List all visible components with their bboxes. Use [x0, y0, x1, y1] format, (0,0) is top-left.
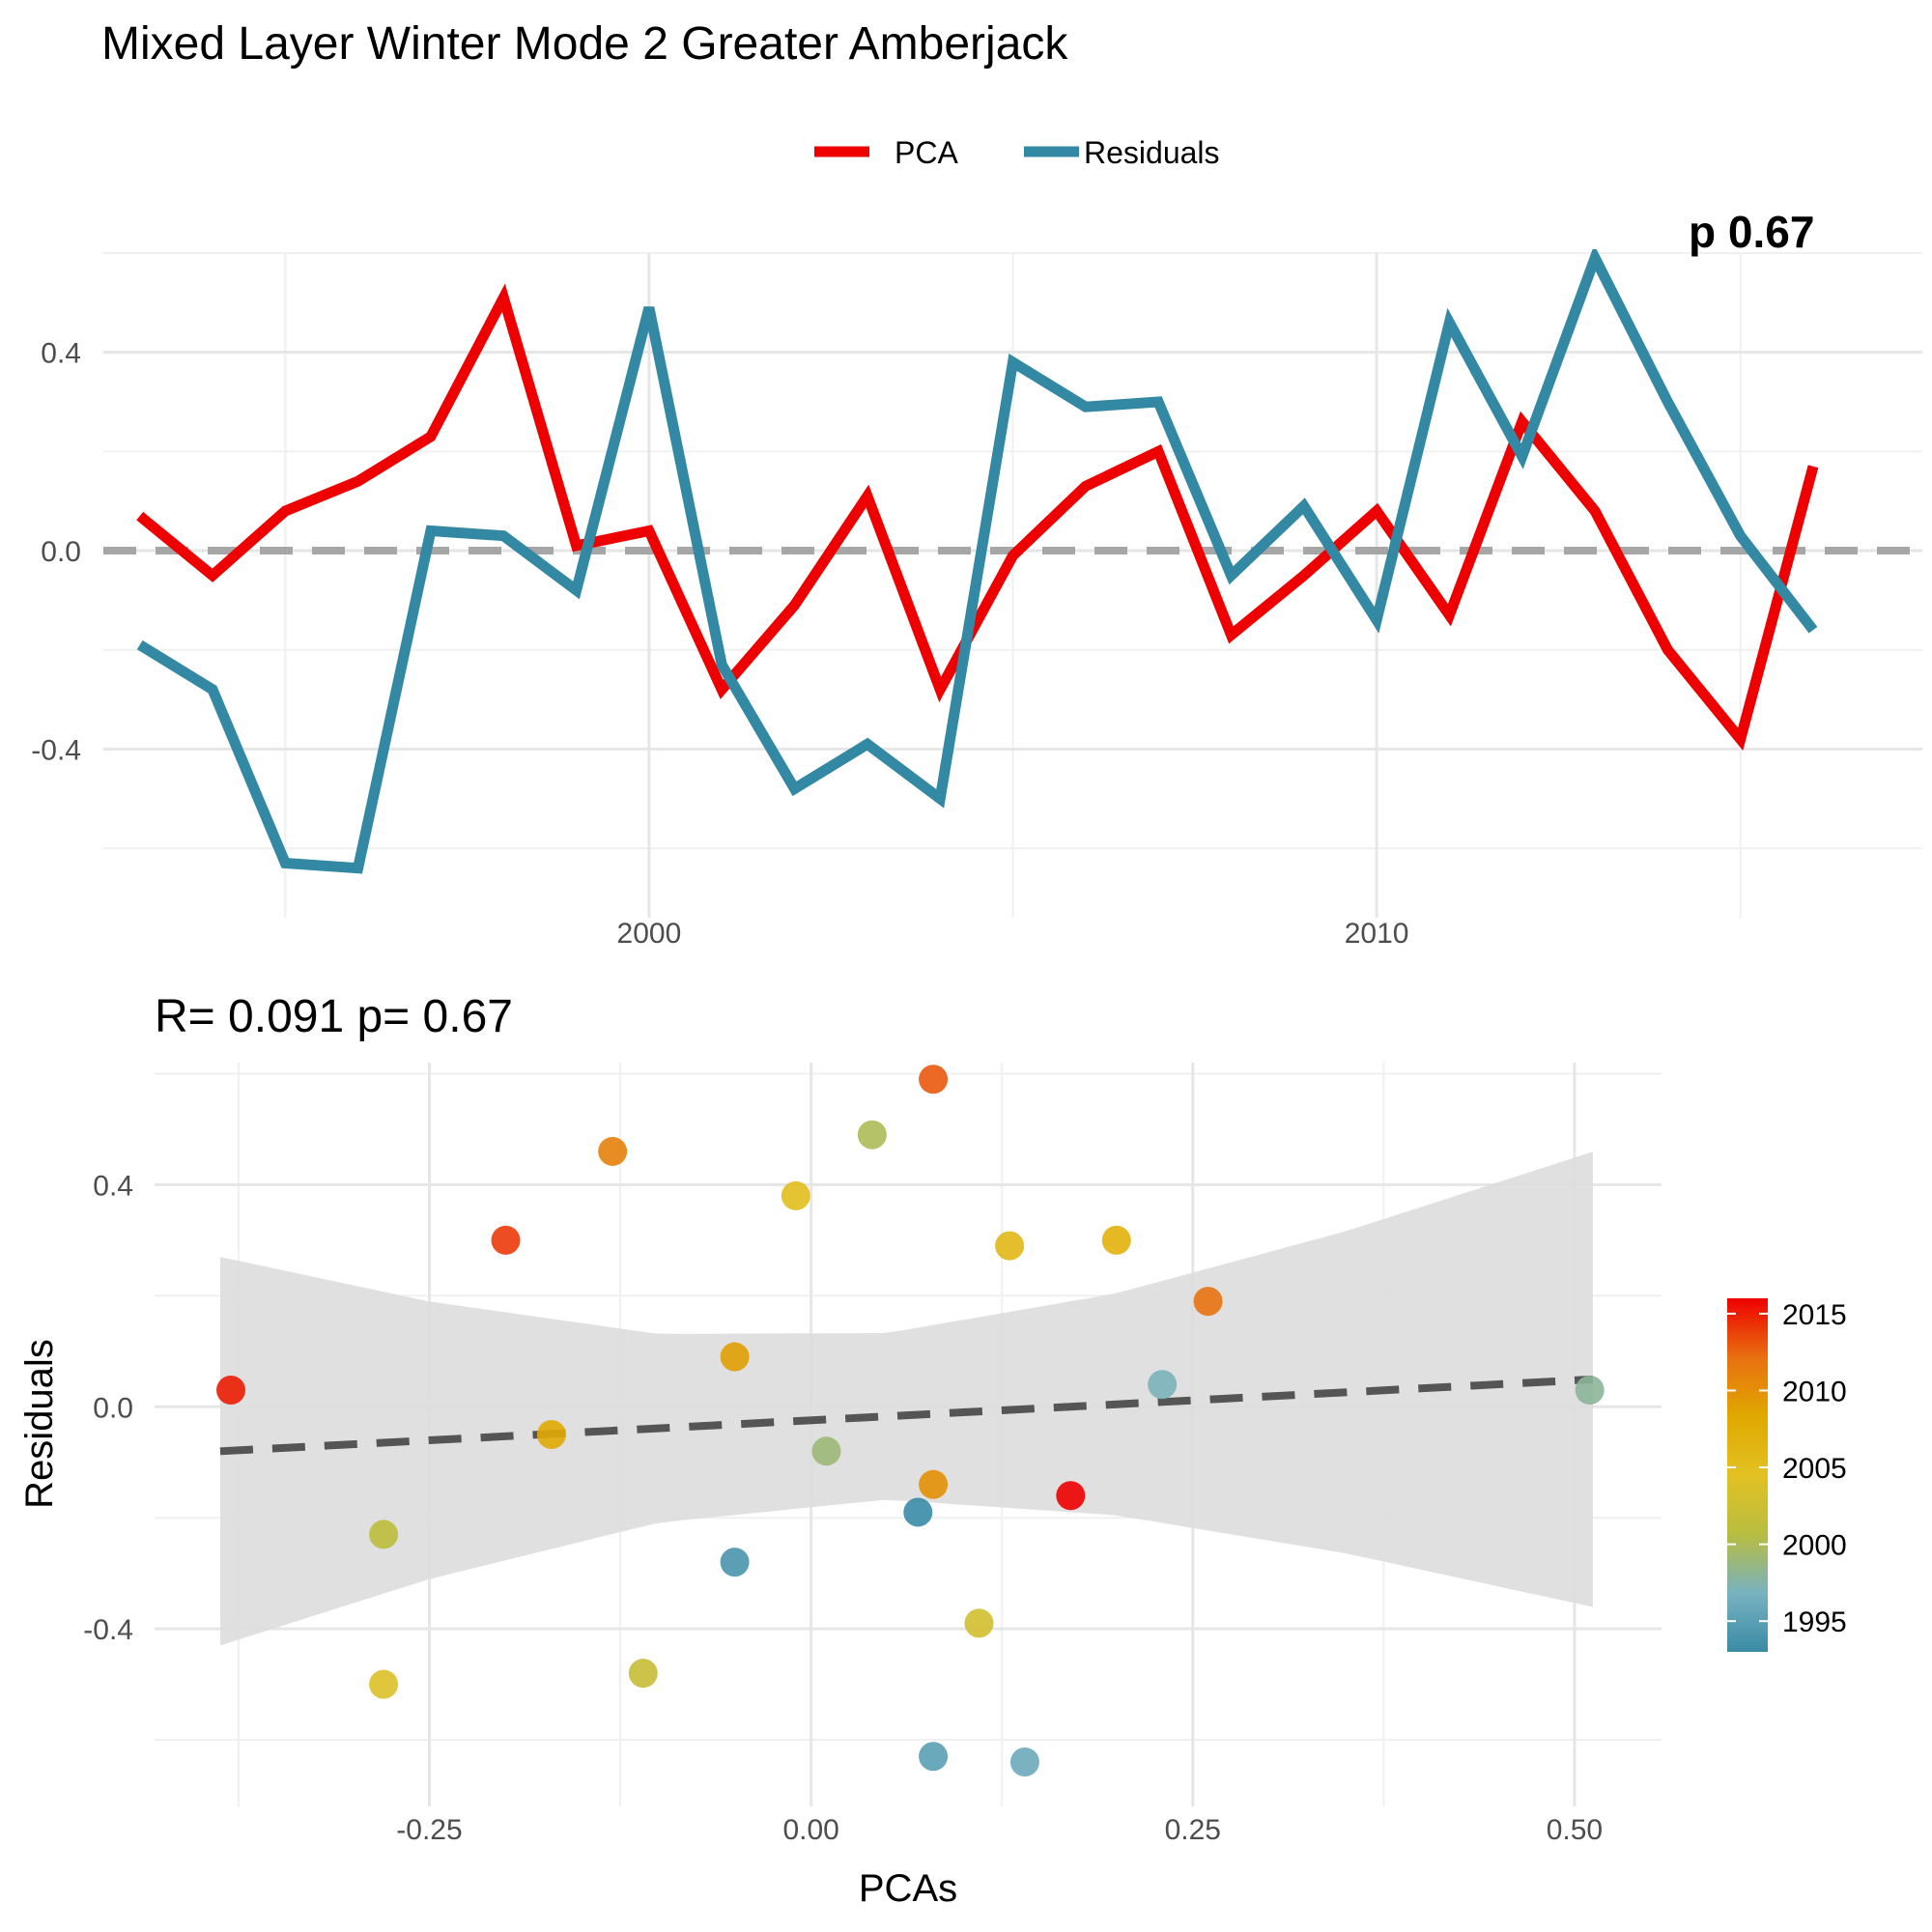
time-series-corner-label: p 0.67 [1689, 207, 1814, 257]
y-tick-label: 0.4 [41, 338, 81, 370]
y-tick-label: 0.4 [93, 1170, 133, 1202]
y-tick-label: 0.0 [93, 1392, 133, 1424]
colorbar-tick-label: 2015 [1782, 1299, 1847, 1331]
scatter-point [919, 1742, 949, 1772]
scatter-point [1101, 1225, 1131, 1255]
legend-label-residuals: Residuals [1084, 135, 1220, 170]
colorbar-tick-label: 2000 [1782, 1530, 1847, 1562]
colorbar-tick-label: 2005 [1782, 1453, 1847, 1485]
confidence-ribbon [220, 1151, 1593, 1646]
scatter-point [1148, 1370, 1178, 1400]
scatter-point [369, 1520, 399, 1549]
scatter-point [903, 1497, 933, 1527]
scatter-y-tick-labels: -0.4 0.0 0.4 [83, 1170, 133, 1646]
x-tick-label: 2010 [1345, 918, 1409, 950]
time-series-legend: PCA Residuals [814, 135, 1220, 170]
scatter-x-axis-title: PCAs [859, 1867, 957, 1910]
time-series-lines [136, 249, 1819, 874]
page-title: Mixed Layer Winter Mode 2 Greater Amberj… [101, 18, 1068, 70]
time-series-panel: -0.4 0.0 0.4 2000 2010 p 0.67 [31, 207, 1922, 950]
scatter-point [720, 1342, 750, 1372]
scatter-point [1056, 1481, 1086, 1511]
series-line-residuals [136, 249, 1818, 874]
scatter-point [1009, 1747, 1039, 1777]
series-line-pca [136, 283, 1819, 752]
scatter-point [919, 1469, 949, 1499]
year-colorbar: 1995 2000 2005 2010 2015 [1727, 1298, 1847, 1652]
scatter-point [995, 1231, 1025, 1261]
scatter-point [216, 1376, 246, 1406]
regression-line [219, 1375, 1594, 1456]
x-tick-label: -0.25 [396, 1814, 462, 1846]
legend-label-pca: PCA [895, 135, 958, 170]
time-series-x-tick-labels: 2000 2010 [617, 918, 1409, 950]
y-tick-label: -0.4 [31, 734, 81, 766]
time-series-y-tick-labels: -0.4 0.0 0.4 [31, 338, 81, 767]
y-tick-label: -0.4 [83, 1614, 133, 1646]
scatter-point [919, 1065, 949, 1094]
scatter-x-tick-labels: -0.25 0.00 0.25 0.50 [396, 1814, 1603, 1846]
scatter-point [720, 1548, 750, 1577]
scatter-point [628, 1659, 658, 1689]
colorbar-gradient [1727, 1298, 1768, 1652]
scatter-point [781, 1180, 810, 1210]
x-tick-label: 0.25 [1165, 1814, 1221, 1846]
colorbar-ticks: 1995 2000 2005 2010 2015 [1727, 1299, 1847, 1638]
scatter-point [857, 1120, 887, 1150]
x-tick-label: 2000 [617, 918, 682, 950]
scatter-y-axis-title: Residuals [18, 1339, 61, 1509]
scatter-point [598, 1136, 628, 1166]
scatter-point [369, 1669, 399, 1699]
scatter-point [1575, 1376, 1605, 1406]
colorbar-tick-label: 1995 [1782, 1606, 1847, 1638]
scatter-points [216, 1065, 1605, 1777]
scatter-point [536, 1420, 566, 1449]
colorbar-tick-label: 2010 [1782, 1376, 1847, 1407]
scatter-panel: -0.4 0.0 0.4 -0.25 0.00 0.25 0.50 PCAs Residu… [18, 1063, 1662, 1910]
scatter-point [491, 1225, 521, 1255]
x-tick-label: 0.00 [782, 1814, 838, 1846]
scatter-point [811, 1436, 841, 1466]
scatter-subtitle: R= 0.091 p= 0.67 [155, 991, 513, 1042]
scatter-point [1193, 1287, 1223, 1317]
time-series-grid [103, 252, 1922, 918]
scatter-point [964, 1608, 994, 1638]
x-tick-label: 0.50 [1547, 1814, 1603, 1846]
y-tick-label: 0.0 [41, 536, 81, 568]
